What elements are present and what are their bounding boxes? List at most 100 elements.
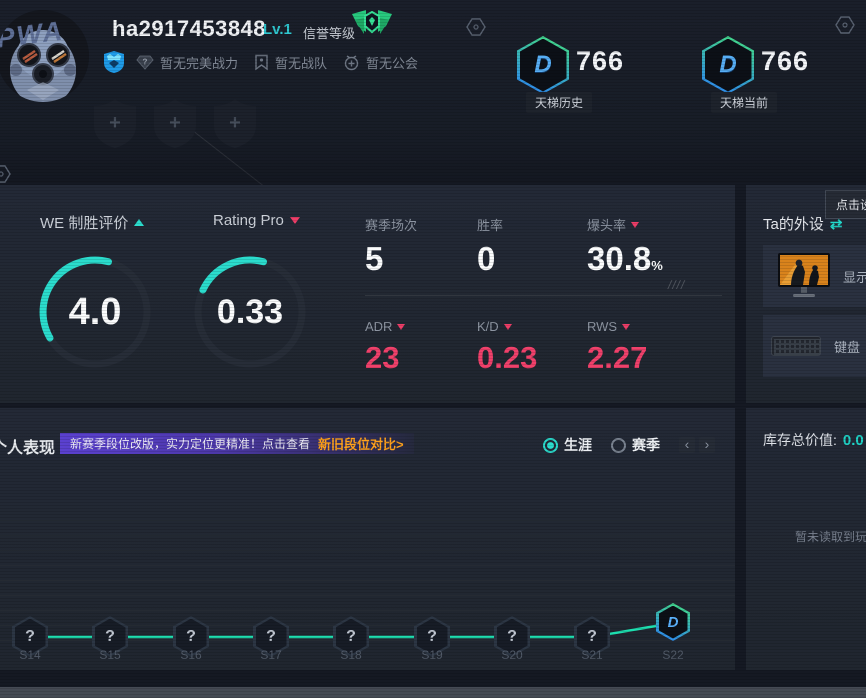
season-node-s21: ?: [574, 616, 610, 657]
gauge-rating-ring: [194, 256, 306, 368]
gauge-rating-title-row[interactable]: Rating Pro: [213, 212, 300, 229]
diamond-icon: ?: [136, 55, 154, 70]
username: ha2917453848: [112, 16, 267, 41]
team-badge: 暂无战队: [254, 53, 327, 72]
ladder-history-label: 天梯历史: [526, 92, 593, 113]
trend-down-icon: [289, 217, 300, 224]
gauge-we-title-row[interactable]: WE 制胜评价: [40, 212, 145, 233]
unknown-rank-icon: ?: [346, 627, 356, 645]
monitor-icon: [778, 253, 830, 297]
season-node-s14: ?: [12, 616, 48, 657]
avatar[interactable]: PWA: [0, 10, 89, 102]
gridline: [0, 565, 735, 566]
radio-unselected-icon[interactable]: [611, 437, 626, 453]
scope-career-label: 生涯: [564, 437, 592, 453]
rank-hexagon-icon: D: [702, 36, 754, 94]
prime-shield-icon: [104, 51, 124, 73]
medal-slot-add-1[interactable]: +: [90, 97, 140, 150]
trend-down-icon: [397, 323, 406, 330]
prev-season-button[interactable]: ‹: [679, 437, 695, 453]
season-node-s17: ?: [253, 616, 289, 657]
radio-selected-icon[interactable]: [543, 437, 558, 453]
stat-winrate: 胜率 0: [477, 215, 582, 278]
season-compare-link[interactable]: 新旧段位对比>: [318, 437, 404, 452]
profile-header: PWA ha2917453848 Lv.1 信誉等级 ? 暂无完美战力: [0, 0, 866, 333]
season-banner-text: 新赛季段位改版，实力定位更精准！点击查看: [70, 437, 311, 451]
avatar-image: PWA: [0, 10, 89, 102]
percent-suffix: %: [651, 258, 663, 273]
gauge-rating-value: 0.33: [216, 293, 284, 331]
hex-dot-icon: [466, 18, 486, 36]
ladder-current-label: 天梯当前: [711, 92, 778, 113]
gear-panel: 点击设 Ta的外设 ⇄ 显示器 键盘: [746, 185, 866, 403]
stat-adr-value: 23: [365, 340, 400, 375]
gear-item-keyboard[interactable]: 键盘: [763, 315, 866, 377]
personal-performance-panel: 个人表现 新赛季段位改版，实力定位更精准！点击查看 新旧段位对比> 生涯 赛季 …: [0, 408, 735, 670]
stat-winrate-value: 0: [477, 240, 496, 277]
gear-tooltip[interactable]: 点击设: [825, 190, 866, 219]
stat-matches-label: 赛季场次: [365, 218, 418, 233]
gear-item-monitor[interactable]: 显示器: [763, 245, 866, 307]
ladder-current-value: 766: [761, 46, 810, 76]
decor-slashes: ////: [668, 278, 686, 292]
hex-dot-icon: [835, 16, 855, 34]
gauge-we-value: 4.0: [68, 291, 122, 333]
stat-rws-value: 2.27: [587, 340, 648, 375]
season-label-s16: S16: [180, 648, 202, 662]
gridline: [0, 595, 735, 596]
stat-adr-label: ADR: [365, 319, 393, 334]
unknown-rank-icon: ?: [587, 627, 597, 645]
scope-option-career[interactable]: 生涯: [543, 435, 592, 455]
unknown-rank-icon: ?: [105, 627, 115, 645]
gear-item-keyboard-label: 键盘: [834, 339, 861, 355]
stat-adr: ADR 23: [365, 319, 470, 376]
personal-performance-title: 个人表现: [0, 440, 56, 457]
medal-slot-add-3[interactable]: +: [210, 97, 260, 150]
gear-panel-title: Ta的外设: [763, 216, 824, 233]
stat-headshot: 爆头率 30.8%: [587, 215, 692, 278]
keyboard-icon: [771, 336, 821, 356]
rank-tier-letter: D: [719, 51, 737, 78]
season-node-s18: ?: [333, 616, 369, 657]
season-label-s22: S22: [662, 648, 684, 662]
gridline: [0, 580, 735, 581]
stats-panel: WE 制胜评价 4.0 Rating Pro 0.33 赛季场次 5 胜率 0 …: [0, 185, 735, 403]
plus-icon: +: [229, 112, 241, 134]
gridline: [0, 610, 735, 611]
gauge-rating-title: Rating Pro: [213, 212, 284, 229]
stat-matches: 赛季场次 5: [365, 215, 470, 278]
shuffle-icon[interactable]: ⇄: [829, 215, 843, 233]
perfect-power-badge: ? 暂无完美战力: [136, 53, 238, 72]
stat-headshot-value: 30.8%: [587, 240, 663, 277]
inventory-total-label: 库存总价值:: [763, 432, 837, 448]
team-label: 暂无战队: [275, 55, 328, 71]
svg-text:?: ?: [143, 57, 148, 66]
rank-hexagon-icon: D: [517, 36, 569, 94]
stat-matches-value: 5: [365, 240, 384, 277]
scope-option-season[interactable]: 赛季: [611, 435, 660, 455]
inventory-panel: 库存总价值: 0.0 暂未读取到玩: [746, 408, 866, 670]
season-label-s19: S19: [421, 648, 443, 662]
medal-slot-add-2[interactable]: +: [150, 97, 200, 150]
guild-icon: [344, 54, 359, 70]
trend-down-icon: [503, 323, 512, 330]
rank-tier-letter: D: [534, 51, 552, 78]
scope-season-label: 赛季: [632, 437, 660, 453]
ladder-history-value: 766: [576, 46, 625, 76]
inventory-total-value: 0.0: [842, 432, 864, 449]
season-node-s16: ?: [173, 616, 209, 657]
stat-kd: K/D 0.23: [477, 319, 582, 376]
trend-down-icon: [631, 221, 640, 228]
plus-icon: +: [169, 112, 181, 134]
season-label-s15: S15: [99, 648, 121, 662]
unknown-rank-icon: ?: [266, 627, 276, 645]
season-banner[interactable]: 新赛季段位改版，实力定位更精准！点击查看 新旧段位对比>: [60, 433, 414, 454]
unknown-rank-icon: ?: [186, 627, 196, 645]
stat-rws: RWS 2.27: [587, 319, 692, 376]
level-badge: Lv.1: [263, 21, 292, 38]
reputation-wings-icon: [352, 10, 392, 34]
next-season-button[interactable]: ›: [699, 437, 715, 453]
gauge-we-title: WE 制胜评价: [40, 215, 129, 232]
gear-item-monitor-label: 显示器: [843, 269, 866, 285]
gear-panel-title-row: Ta的外设 ⇄: [763, 213, 842, 234]
